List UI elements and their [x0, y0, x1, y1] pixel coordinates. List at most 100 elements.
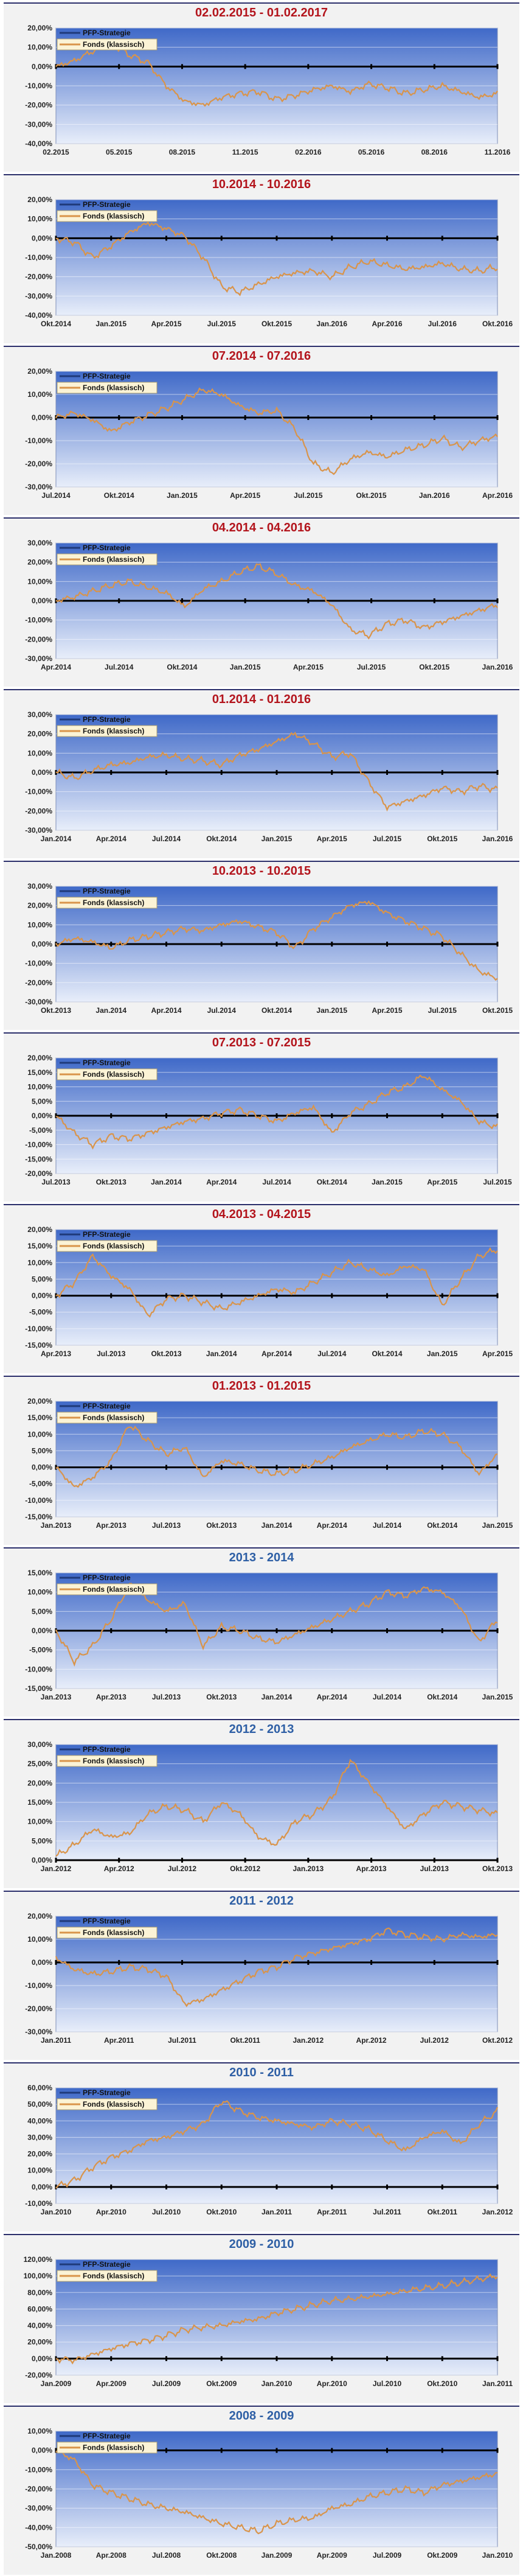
x-tick-label: Okt.2014	[372, 1349, 402, 1358]
y-tick-label: 20,00%	[27, 1225, 52, 1234]
x-tick-label: Okt.2015	[262, 320, 292, 328]
legend-label-pfp: PFP-Strategie	[83, 887, 131, 895]
x-tick-label: Apr.2012	[356, 2036, 387, 2045]
legend-box-fonds	[57, 897, 158, 909]
legend-label-fonds: Fonds (klassisch)	[83, 2100, 144, 2109]
chart-title: 2010 - 2011	[229, 2066, 294, 2079]
y-tick-label: -15,00%	[25, 1341, 52, 1349]
legend-label-fonds: Fonds (klassisch)	[83, 2443, 144, 2452]
y-tick-label: 120,00%	[24, 2255, 53, 2264]
y-tick-label: 60,00%	[27, 2305, 52, 2313]
y-tick-label: -20,00%	[25, 1169, 52, 1178]
chart-title: 04.2014 - 04.2016	[212, 521, 311, 534]
x-tick-label: Okt.2009	[427, 2551, 457, 2560]
chart-panel: 2013 - 2014 15,00% 10,00% 5,00% 0,00% -5,00% -…	[4, 1547, 519, 1717]
y-tick-label: -10,00%	[25, 616, 52, 625]
x-tick-label: Okt.2012	[230, 1864, 260, 1873]
y-tick-label: -10,00%	[25, 2199, 52, 2208]
x-tick-label: Jul.2015	[428, 1006, 457, 1015]
y-tick-label: -20,00%	[25, 273, 52, 281]
y-tick-label: 0,00%	[32, 1958, 52, 1967]
x-tick-label: Jul.2011	[373, 2208, 401, 2216]
y-tick-label: 10,00%	[27, 1935, 52, 1944]
chart-title: 07.2013 - 07.2015	[212, 1036, 311, 1049]
legend-label-pfp: PFP-Strategie	[83, 2088, 131, 2097]
chart-title: 2012 - 2013	[229, 1723, 294, 1736]
y-tick-label: 10,00%	[27, 1430, 52, 1438]
legend: PFP-Strategie Fonds (klassisch)	[57, 2260, 158, 2282]
x-tick-label: Apr.2010	[317, 2379, 347, 2388]
y-tick-label: -20,00%	[25, 807, 52, 815]
x-tick-label: Jul.2010	[152, 2208, 181, 2216]
chart-title: 2008 - 2009	[229, 2409, 294, 2423]
chart-panel: 02.02.2015 - 01.02.2017 20,00% 10,00% 0,00%…	[4, 2, 519, 172]
x-tick-label: Jan.2015	[316, 1006, 347, 1015]
y-tick-label: 30,00%	[27, 1740, 52, 1749]
series-line-fonds	[55, 2449, 498, 2535]
x-tick-label: Jul.2014	[317, 1349, 347, 1358]
y-tick-label: -20,00%	[25, 101, 52, 110]
x-tick-label: 08.2016	[421, 148, 448, 156]
y-tick-label: -20,00%	[25, 2004, 52, 2013]
x-tick-label: Jul.2013	[420, 1864, 449, 1873]
x-tick-label: Apr.2011	[104, 2036, 134, 2045]
y-tick-label: 0,00%	[32, 1856, 52, 1864]
legend-box-fonds	[57, 1240, 158, 1252]
y-tick-label: 0,00%	[32, 1111, 52, 1120]
legend: PFP-Strategie Fonds (klassisch)	[57, 1402, 158, 1424]
y-tick-label: -20,00%	[25, 2485, 52, 2493]
y-tick-label: 5,00%	[32, 1607, 52, 1615]
x-tick-label: Jan.2012	[293, 2036, 324, 2045]
series-line-fonds	[55, 41, 498, 107]
x-tick-label: Jul.2013	[97, 1349, 126, 1358]
x-tick-label: Apr.2009	[317, 2551, 347, 2560]
legend-label-fonds: Fonds (klassisch)	[83, 898, 144, 907]
chart-title: 2009 - 2010	[229, 2238, 294, 2251]
x-tick-label: Apr.2015	[151, 320, 181, 328]
x-tick-label: Jul.2015	[483, 1178, 512, 1186]
x-tick-label: Okt.2013	[151, 1349, 181, 1358]
x-tick-label: Apr.2013	[41, 1349, 71, 1358]
x-tick-label: Okt.2015	[419, 663, 449, 671]
y-tick-label: 15,00%	[27, 1569, 52, 1577]
y-tick-label: 0,00%	[32, 597, 52, 605]
y-tick-label: -20,00%	[25, 978, 52, 987]
y-tick-label: 20,00%	[27, 1912, 52, 1920]
y-tick-label: -40,00%	[25, 139, 52, 148]
y-tick-label: 0,00%	[32, 768, 52, 777]
x-tick-label: Apr.2014	[151, 1006, 181, 1015]
y-tick-label: 15,00%	[27, 1798, 52, 1807]
legend: PFP-Strategie Fonds (klassisch)	[57, 1230, 158, 1252]
legend-box-fonds	[57, 2441, 158, 2454]
chart-title: 2011 - 2012	[229, 1894, 294, 1908]
x-tick-label: Okt.2016	[482, 320, 513, 328]
y-tick-label: -5,00%	[29, 1480, 52, 1488]
legend: PFP-Strategie Fonds (klassisch)	[57, 1917, 158, 1939]
x-tick-label: Okt.2013	[206, 1521, 237, 1530]
series-line-fonds	[55, 563, 498, 640]
line-chart: 20,00% 15,00% 10,00% 5,00% 0,00% -5,00% -10,00…	[25, 1225, 513, 1358]
x-tick-label: 02.2015	[43, 148, 69, 156]
series-line-fonds	[55, 1426, 498, 1488]
y-tick-label: -10,00%	[25, 2465, 52, 2474]
x-tick-label: Jan.2012	[41, 1864, 72, 1873]
legend-box-fonds	[57, 2098, 158, 2110]
x-tick-label: Jul.2016	[428, 320, 457, 328]
y-tick-label: 0,00%	[32, 1463, 52, 1472]
y-tick-label: 0,00%	[32, 940, 52, 948]
chart-panel: 01.2013 - 01.2015 20,00% 15,00% 10,00% 5,00%…	[4, 1376, 519, 1545]
legend-label-fonds: Fonds (klassisch)	[83, 555, 144, 564]
y-tick-label: -10,00%	[25, 82, 52, 90]
y-tick-label: 20,00%	[27, 2150, 52, 2158]
x-tick-label: Jan.2011	[482, 2379, 513, 2388]
y-tick-label: 5,00%	[32, 1836, 52, 1845]
legend-box-fonds	[57, 553, 158, 565]
y-tick-label: -30,00%	[25, 292, 52, 300]
x-tick-label: Jan.2013	[293, 1864, 324, 1873]
x-tick-label: Okt.2014	[41, 320, 71, 328]
line-chart: 30,00% 20,00% 10,00% 0,00% -10,00% -20,00% -30…	[25, 882, 513, 1015]
x-tick-label: Jul.2014	[373, 1521, 402, 1530]
x-tick-label: Okt.2013	[96, 1178, 126, 1186]
y-tick-label: -40,00%	[25, 311, 52, 320]
line-chart: 30,00% 20,00% 10,00% 0,00% -10,00% -20,00% -30…	[25, 710, 513, 843]
